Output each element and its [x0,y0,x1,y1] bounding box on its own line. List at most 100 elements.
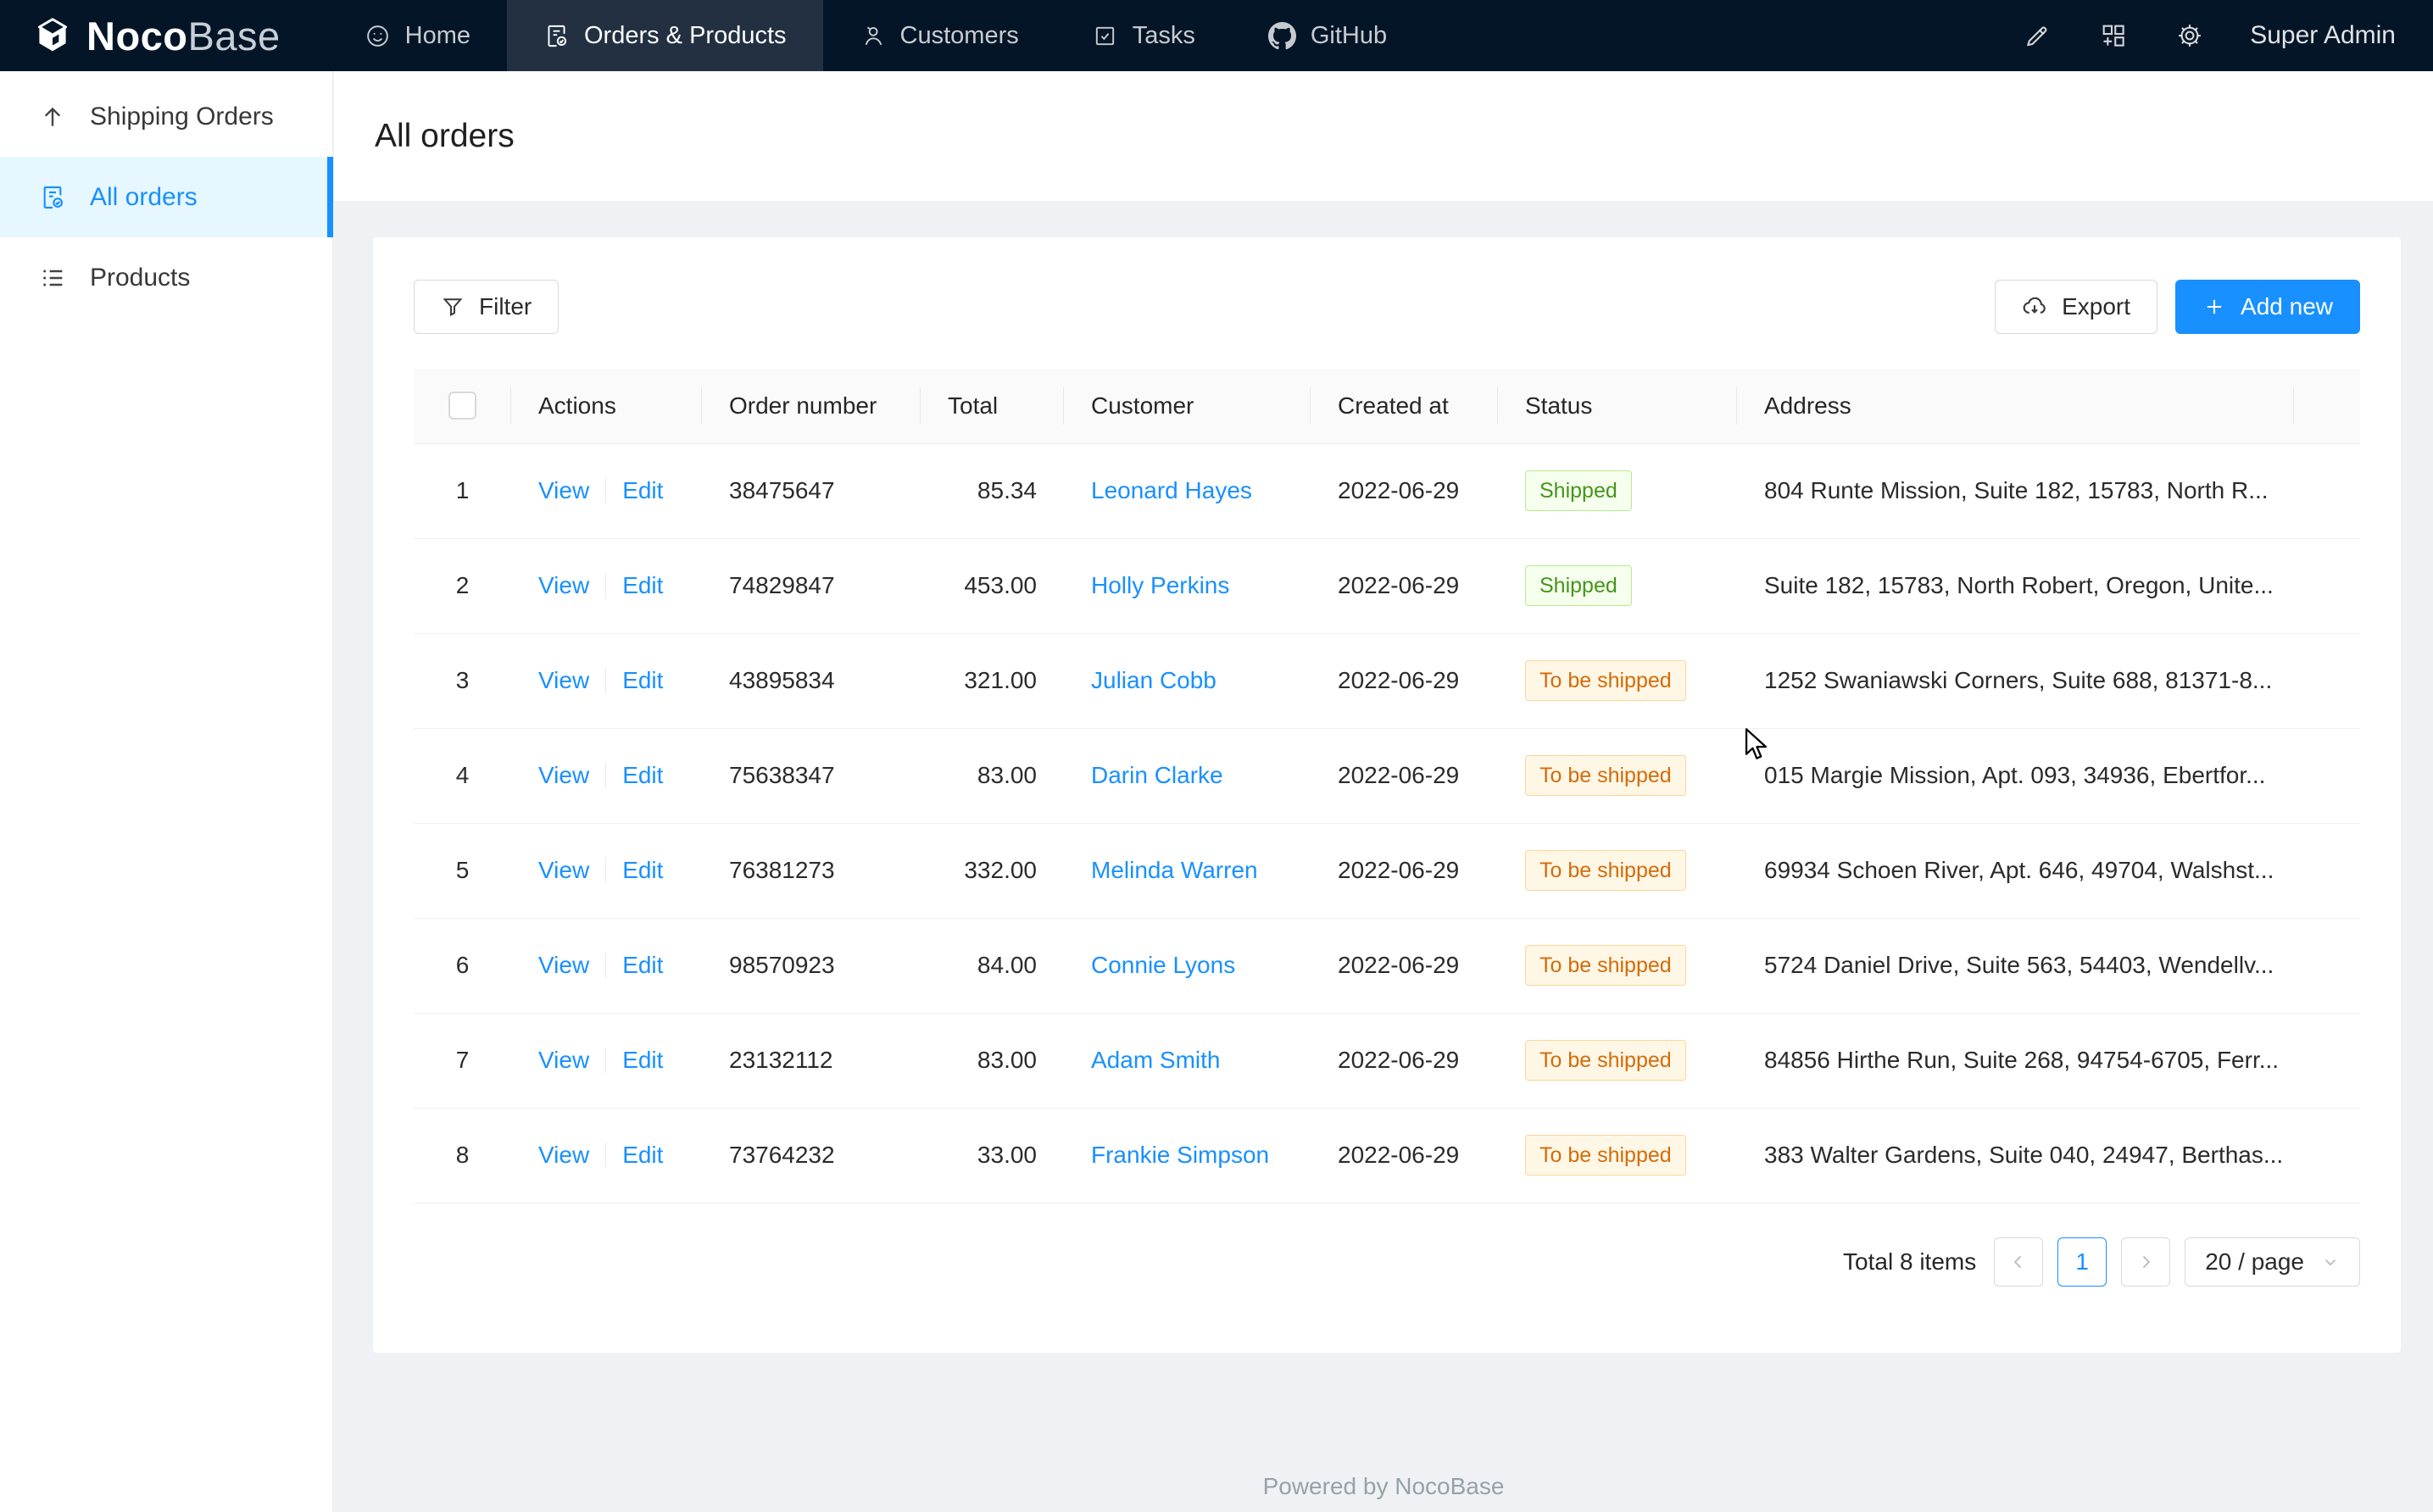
status-cell: Shipped [1498,443,1737,539]
add-new-button[interactable]: Add new [2175,280,2360,334]
status-badge: To be shipped [1525,660,1686,701]
total-cell: 33.00 [921,1108,1064,1203]
filter-button[interactable]: Filter [414,280,560,334]
view-link[interactable]: View [538,572,590,598]
funnel-icon [441,295,465,319]
customer-cell: Melinda Warren [1064,823,1311,919]
list-icon [39,264,66,292]
table-row: 1 View Edit 38475647 85.34 Leonard Hayes … [414,443,2360,539]
customer-cell: Leonard Hayes [1064,443,1311,539]
customer-cell: Frankie Simpson [1064,1108,1311,1203]
row-index: 2 [455,572,470,598]
address-cell: 1252 Swaniawski Corners, Suite 688, 8137… [1737,633,2294,729]
customer-cell: Julian Cobb [1064,633,1311,729]
sidebar-item-shipping-orders[interactable]: Shipping Orders [0,76,332,157]
customer-link[interactable]: Connie Lyons [1091,952,1236,978]
view-link[interactable]: View [538,952,590,978]
view-link[interactable]: View [538,667,590,693]
next-page-button[interactable] [2121,1237,2171,1287]
order-number-cell: 74829847 [702,538,921,634]
edit-link[interactable]: Edit [622,572,664,598]
row-index: 7 [455,1047,470,1073]
page-title: All orders [375,117,515,154]
column-header-order-number: Order number [702,369,921,444]
page-number-button[interactable]: 1 [2057,1237,2107,1287]
page-header: All orders [334,71,2433,201]
pagination-total: Total 8 items [1843,1248,1977,1275]
highlighter-icon[interactable] [1999,21,2075,50]
customer-link[interactable]: Julian Cobb [1091,667,1216,693]
nav-item-github[interactable]: GitHub [1232,0,1423,71]
customer-link[interactable]: Adam Smith [1091,1047,1221,1073]
checkbox-check-icon [1092,23,1118,49]
customer-link[interactable]: Holly Perkins [1091,572,1230,598]
order-document-icon [543,23,570,49]
edit-link[interactable]: Edit [622,857,664,883]
nav-item-label: GitHub [1310,21,1388,49]
gear-icon[interactable] [2152,21,2228,50]
content-area: Filter Export [334,201,2433,1512]
row-index: 1 [455,477,470,503]
arrow-up-icon [39,103,66,131]
customer-link[interactable]: Leonard Hayes [1091,477,1252,503]
github-icon [1267,21,1296,50]
select-all-checkbox[interactable] [448,392,476,420]
action-divider [605,478,607,503]
view-link[interactable]: View [538,1047,590,1073]
previous-page-button[interactable] [1994,1237,2044,1287]
nav-item-home[interactable]: Home [328,0,507,71]
logo-text-bold: Noco [86,13,188,58]
row-index: 3 [455,667,470,693]
column-header-actions: Actions [511,369,702,444]
view-link[interactable]: View [538,857,590,883]
sidebar-item-label: Products [90,263,191,292]
customer-link[interactable]: Melinda Warren [1091,857,1258,883]
nocobase-logo[interactable]: NocoBase [0,0,328,71]
nav-item-tasks[interactable]: Tasks [1055,0,1232,71]
sidebar-item-label: Shipping Orders [90,102,274,131]
nav-item-label: Home [404,21,470,49]
status-cell: To be shipped [1498,1013,1737,1109]
created-at-cell: 2022-06-29 [1311,538,1498,634]
order-number-cell: 98570923 [702,918,921,1014]
user-menu[interactable]: Super Admin [2250,21,2396,49]
edit-link[interactable]: Edit [622,952,664,978]
action-divider [605,1048,607,1073]
view-link[interactable]: View [538,762,590,788]
nav-item-customers[interactable]: Customers [823,0,1055,71]
view-link[interactable]: View [538,1142,590,1168]
sidebar-item-all-orders[interactable]: All orders [0,157,333,237]
created-at-cell: 2022-06-29 [1311,633,1498,729]
chevron-right-icon [2135,1252,2156,1272]
status-cell: To be shipped [1498,918,1737,1014]
view-link[interactable]: View [538,477,590,503]
status-badge: Shipped [1525,470,1632,511]
edit-link[interactable]: Edit [622,477,664,503]
sidebar-item-products[interactable]: Products [0,237,332,318]
customer-link[interactable]: Darin Clarke [1091,762,1223,788]
orders-table-card: Filter Export [373,237,2401,1353]
nav-item-orders-products[interactable]: Orders & Products [507,0,823,71]
main-area: All orders Filter [334,71,2433,1512]
edit-link[interactable]: Edit [622,1142,664,1168]
edit-link[interactable]: Edit [622,667,664,693]
order-check-icon [39,184,66,211]
chevron-down-icon [2321,1253,2340,1271]
edit-link[interactable]: Edit [622,762,664,788]
order-number-cell: 38475647 [702,443,921,539]
blocks-add-icon[interactable] [2075,21,2152,50]
logo-text-light: Base [187,13,281,58]
order-number-cell: 43895834 [702,633,921,729]
powered-by-footer: Powered by NocoBase [1262,1473,1505,1499]
export-button[interactable]: Export [1995,280,2158,334]
nocobase-cube-icon [34,17,71,54]
customer-link[interactable]: Frankie Simpson [1091,1142,1270,1168]
orders-table: Actions Order number Total Customer Crea… [414,369,2360,1203]
plus-icon [2202,295,2226,319]
status-badge: To be shipped [1525,850,1686,891]
status-badge: To be shipped [1525,1040,1686,1081]
page-size-select[interactable]: 20 / page [2185,1237,2360,1287]
action-divider [605,858,607,883]
sidebar-item-label: All orders [90,182,198,211]
edit-link[interactable]: Edit [622,1047,664,1073]
